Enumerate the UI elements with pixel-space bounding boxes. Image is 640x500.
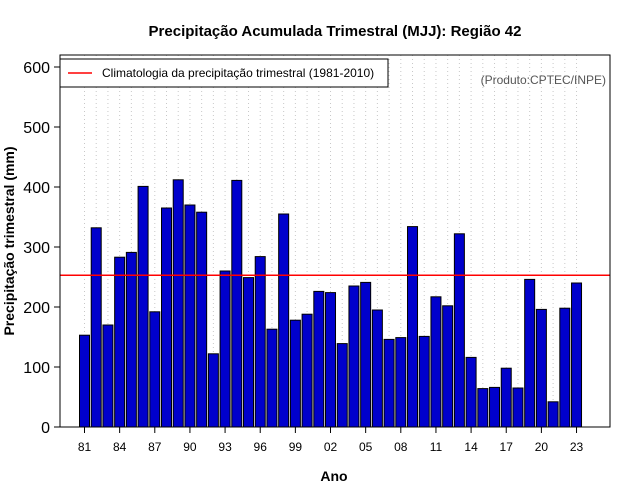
x-tick-label: 84	[113, 440, 127, 454]
bar	[313, 290, 325, 428]
bar	[547, 401, 559, 428]
bar	[172, 179, 184, 428]
x-tick-label: 20	[535, 440, 549, 454]
bar	[219, 270, 231, 428]
legend-box	[59, 58, 389, 88]
bar	[137, 185, 149, 428]
x-axis: 81 84 87 90 93 96 99 02 05 08 11 14 17 20 23	[78, 427, 584, 454]
y-tick-label: 600	[23, 60, 50, 77]
bar	[383, 338, 395, 428]
bar	[500, 367, 512, 428]
legend-climatology-label: Climatologia da precipitação trimestral …	[102, 66, 374, 80]
bar	[465, 356, 477, 428]
x-tick-label: 99	[289, 440, 303, 454]
x-tick-label: 81	[78, 440, 92, 454]
y-tick-label: 500	[23, 120, 50, 137]
bar	[360, 281, 372, 428]
x-tick-label: 02	[324, 440, 338, 454]
bar	[149, 311, 161, 428]
y-axis-label: Precipitação trimestral (mm)	[1, 146, 17, 335]
bar	[571, 282, 583, 428]
bar	[348, 285, 360, 428]
x-tick-label: 17	[500, 440, 514, 454]
bar	[395, 337, 407, 428]
bar	[336, 343, 348, 428]
bar	[453, 233, 465, 428]
x-tick-label: 90	[183, 440, 197, 454]
bar	[161, 207, 173, 428]
x-tick-label: 08	[394, 440, 408, 454]
chart-title: Precipitação Acumulada Trimestral (MJJ):…	[149, 23, 522, 40]
bar	[114, 256, 126, 428]
x-tick-label: 05	[359, 440, 373, 454]
bar	[301, 313, 313, 428]
bar	[243, 277, 255, 428]
x-tick-label: 14	[464, 440, 478, 454]
x-tick-label: 11	[430, 440, 443, 454]
y-tick-label: 100	[23, 360, 50, 377]
x-tick-label: 23	[570, 440, 584, 454]
bar	[442, 305, 454, 428]
y-axis: 0 100 200 300 400 500 600	[23, 60, 60, 437]
bar	[325, 292, 337, 428]
y-tick-label: 0	[41, 420, 50, 437]
bar	[289, 319, 301, 428]
bar	[535, 308, 547, 428]
bar	[371, 309, 383, 428]
bar	[512, 387, 524, 428]
y-tick-label: 300	[23, 240, 50, 257]
plot-frame	[59, 54, 611, 428]
bar	[79, 334, 90, 428]
bar	[559, 307, 571, 428]
bar	[418, 335, 430, 428]
bar	[207, 353, 219, 428]
bar	[278, 213, 290, 428]
x-axis-label: Ano	[320, 468, 347, 484]
bar	[430, 296, 442, 428]
bar	[407, 226, 419, 428]
bar	[266, 328, 278, 428]
bar	[231, 179, 243, 428]
bar	[489, 386, 501, 428]
x-tick-label: 87	[148, 440, 162, 454]
bar	[196, 211, 208, 428]
bars-layer	[79, 179, 583, 428]
bar	[254, 256, 266, 428]
legend: Climatologia da precipitação trimestral …	[59, 58, 389, 88]
bar	[125, 251, 137, 428]
y-tick-label: 400	[23, 180, 50, 197]
bar	[524, 278, 536, 428]
y-tick-label: 200	[23, 300, 50, 317]
x-tick-label: 93	[218, 440, 232, 454]
x-tick-label: 96	[254, 440, 268, 454]
bar	[90, 227, 102, 428]
bar	[102, 324, 114, 428]
bar	[477, 388, 489, 428]
credit-annotation: (Produto:CPTEC/INPE)	[481, 73, 606, 87]
bar	[184, 204, 196, 428]
